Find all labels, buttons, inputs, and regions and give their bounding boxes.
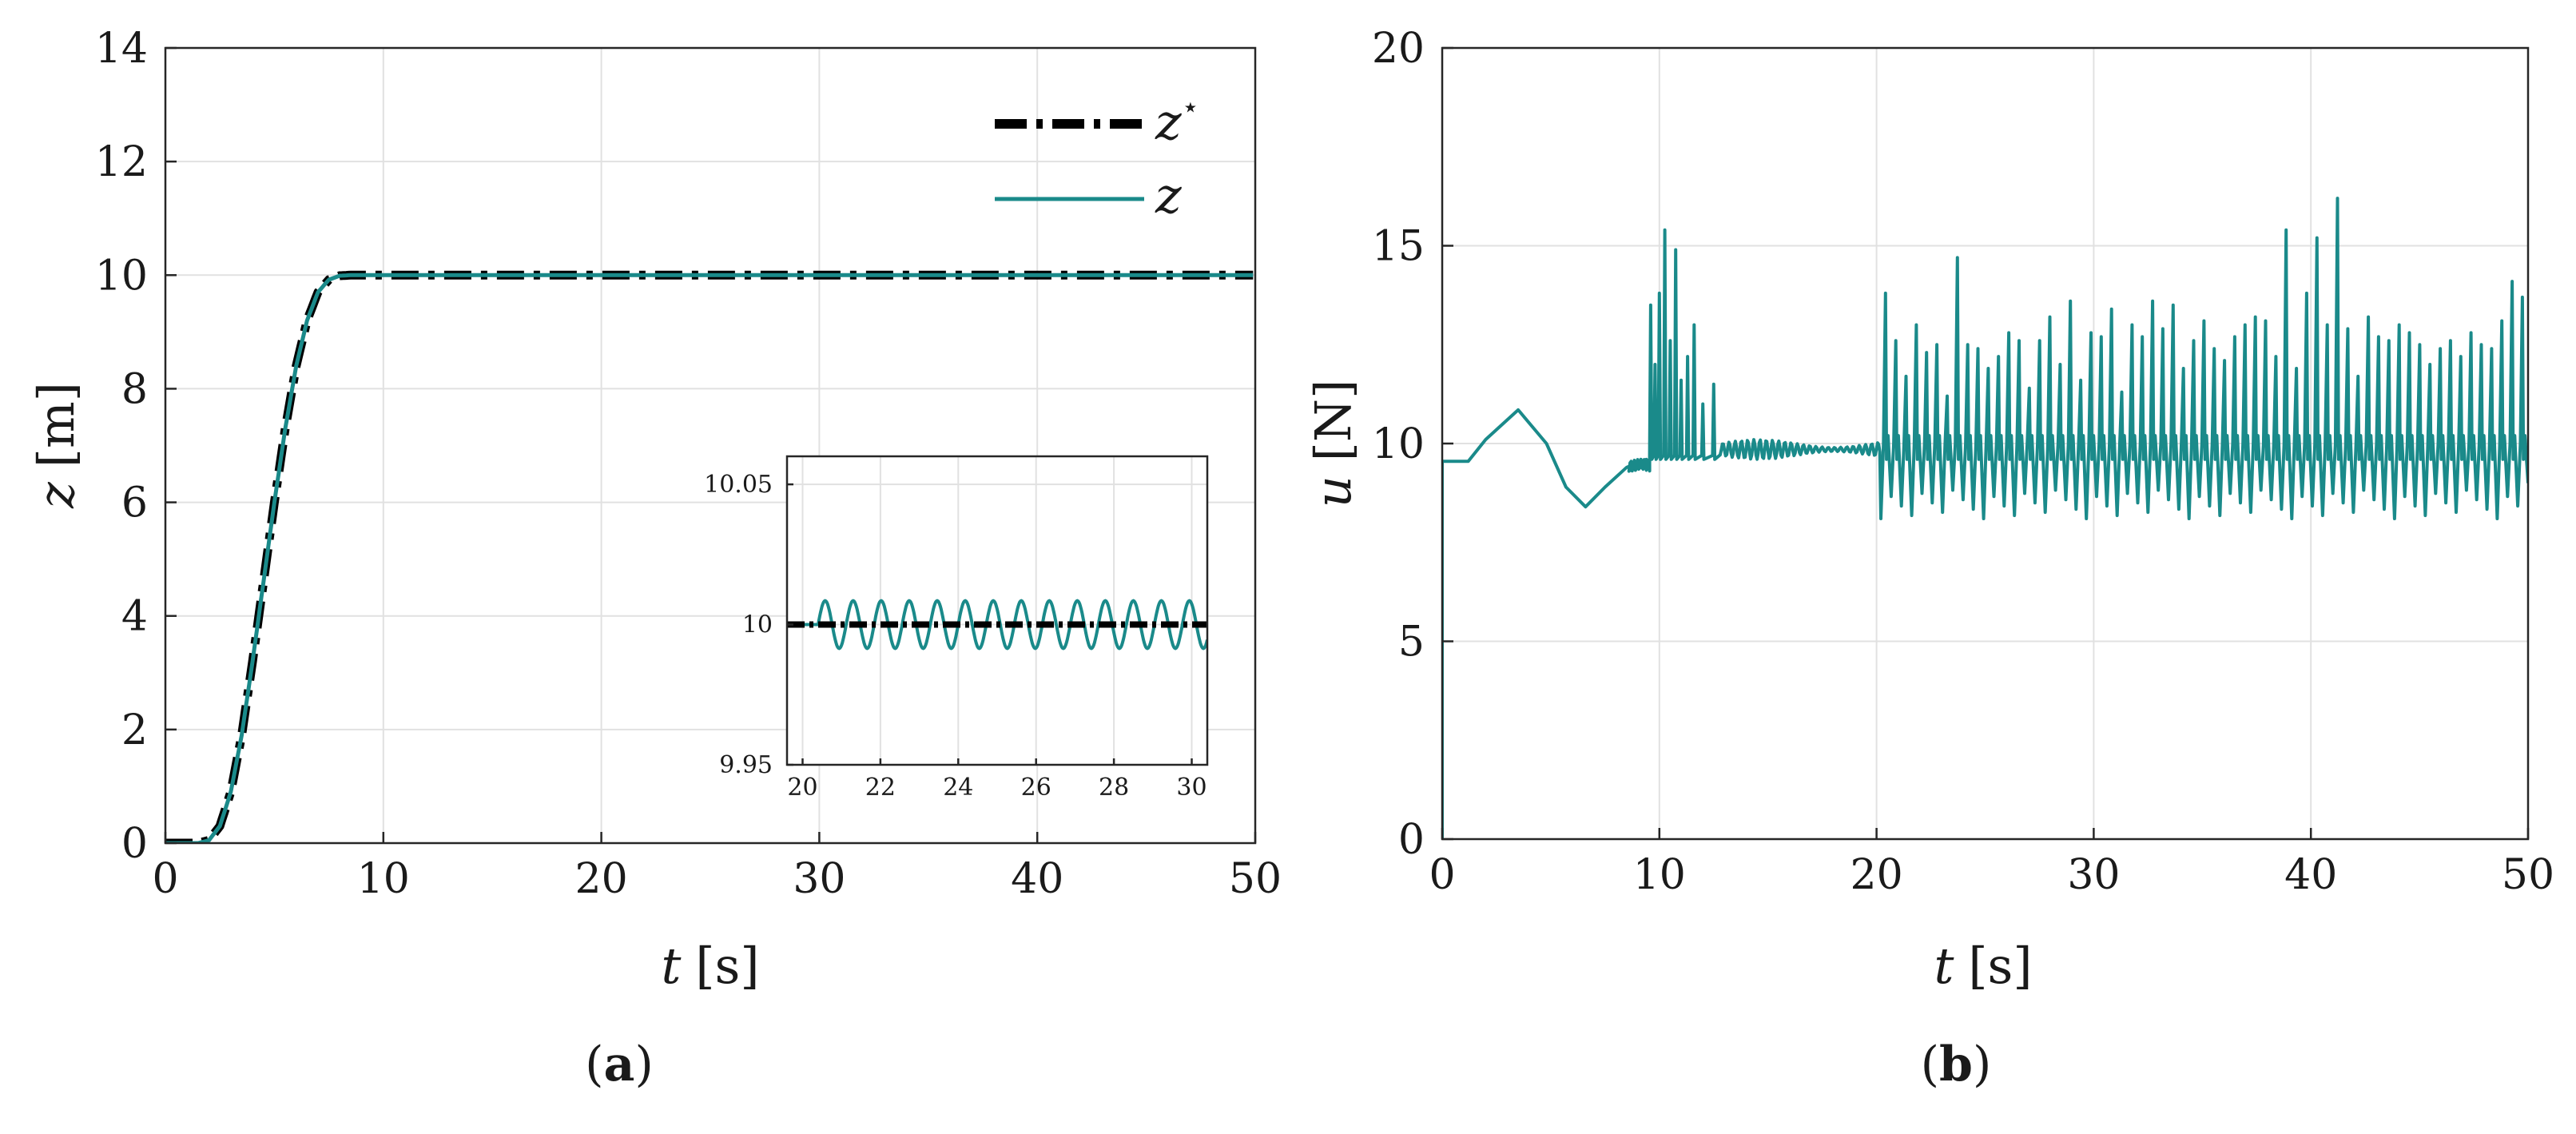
panel-b-y-label: u[N] bbox=[1304, 380, 1362, 508]
legend-label-actual: z bbox=[1155, 166, 1182, 225]
x-tick-label: 0 bbox=[152, 855, 178, 903]
panel-b-x-ticks: 0 10 20 30 40 50 bbox=[1429, 828, 2554, 899]
y-tick-label: 14 bbox=[95, 25, 148, 73]
panel-a-inset: 20 22 24 26 28 30 9.95 10 10.05 bbox=[704, 455, 1209, 802]
y-tick-label: 10 bbox=[742, 611, 773, 639]
inset-series bbox=[787, 599, 1207, 651]
panel-a-x-ticks: 0 10 20 30 40 50 bbox=[152, 832, 1282, 903]
x-tick-label: 20 bbox=[787, 774, 817, 802]
y-tick-label: 8 bbox=[121, 365, 148, 413]
y-tick-label: 10.05 bbox=[704, 471, 773, 499]
y-tick-label: 10 bbox=[95, 252, 148, 300]
panel-a-x-label: t [s] bbox=[661, 937, 759, 995]
panel-a-series bbox=[165, 270, 1254, 843]
x-tick-label: 30 bbox=[2067, 851, 2120, 899]
panel-a-legend: z⋆ z bbox=[995, 91, 1199, 225]
panel-b-x-label: t [s] bbox=[1934, 937, 2032, 995]
panel-b-series bbox=[1442, 197, 2528, 839]
x-tick-label: 24 bbox=[943, 774, 973, 802]
y-tick-label: 5 bbox=[1398, 619, 1425, 666]
x-tick-label: 20 bbox=[1851, 851, 1903, 899]
x-tick-label: 20 bbox=[575, 855, 628, 903]
y-tick-label: 6 bbox=[121, 479, 148, 527]
panel-a-y-label: z[m] bbox=[27, 382, 85, 509]
y-tick-label: 10 bbox=[1372, 420, 1425, 468]
y-tick-label: 4 bbox=[121, 593, 148, 641]
series-control-input-line bbox=[1442, 197, 2528, 839]
x-tick-label: 50 bbox=[1229, 855, 1282, 903]
legend-label-reference: z⋆ bbox=[1155, 91, 1199, 151]
y-tick-label: 2 bbox=[121, 706, 148, 754]
y-tick-label: 9.95 bbox=[719, 751, 773, 779]
panel-b-chart: 0 10 20 30 40 50 0 5 10 15 20 t [s] u[N] (b) bbox=[1304, 25, 2554, 1092]
x-tick-label: 10 bbox=[1633, 851, 1686, 899]
inset-y-ticks: 9.95 10 10.05 bbox=[704, 471, 793, 779]
series-actual-line bbox=[165, 273, 1254, 843]
panel-a-y-ticks: 0 2 4 6 8 10 12 14 bbox=[95, 25, 177, 868]
x-tick-label: 50 bbox=[2502, 851, 2554, 899]
y-tick-label: 0 bbox=[121, 820, 148, 868]
panel-b-caption: (b) bbox=[1921, 1037, 1992, 1092]
x-tick-label: 40 bbox=[2284, 851, 2337, 899]
x-tick-label: 26 bbox=[1021, 774, 1051, 802]
x-tick-label: 22 bbox=[865, 774, 896, 802]
x-tick-label: 0 bbox=[1429, 851, 1455, 899]
panel-b-y-ticks: 0 5 10 15 20 bbox=[1372, 25, 1453, 864]
x-tick-label: 10 bbox=[357, 855, 410, 903]
y-tick-label: 20 bbox=[1372, 25, 1425, 73]
x-tick-label: 30 bbox=[793, 855, 845, 903]
panel-a-caption: (a) bbox=[585, 1037, 654, 1092]
panel-a-axes-frame bbox=[164, 46, 1257, 845]
inset-x-ticks: 20 22 24 26 28 30 bbox=[787, 758, 1207, 802]
y-tick-label: 15 bbox=[1372, 223, 1425, 271]
x-tick-label: 40 bbox=[1011, 855, 1063, 903]
y-tick-label: 12 bbox=[95, 138, 148, 186]
x-tick-label: 30 bbox=[1176, 774, 1207, 802]
inset-frame bbox=[785, 455, 1209, 766]
y-tick-label: 0 bbox=[1398, 816, 1425, 864]
x-tick-label: 28 bbox=[1099, 774, 1129, 802]
inset-actual-line bbox=[787, 599, 1207, 651]
